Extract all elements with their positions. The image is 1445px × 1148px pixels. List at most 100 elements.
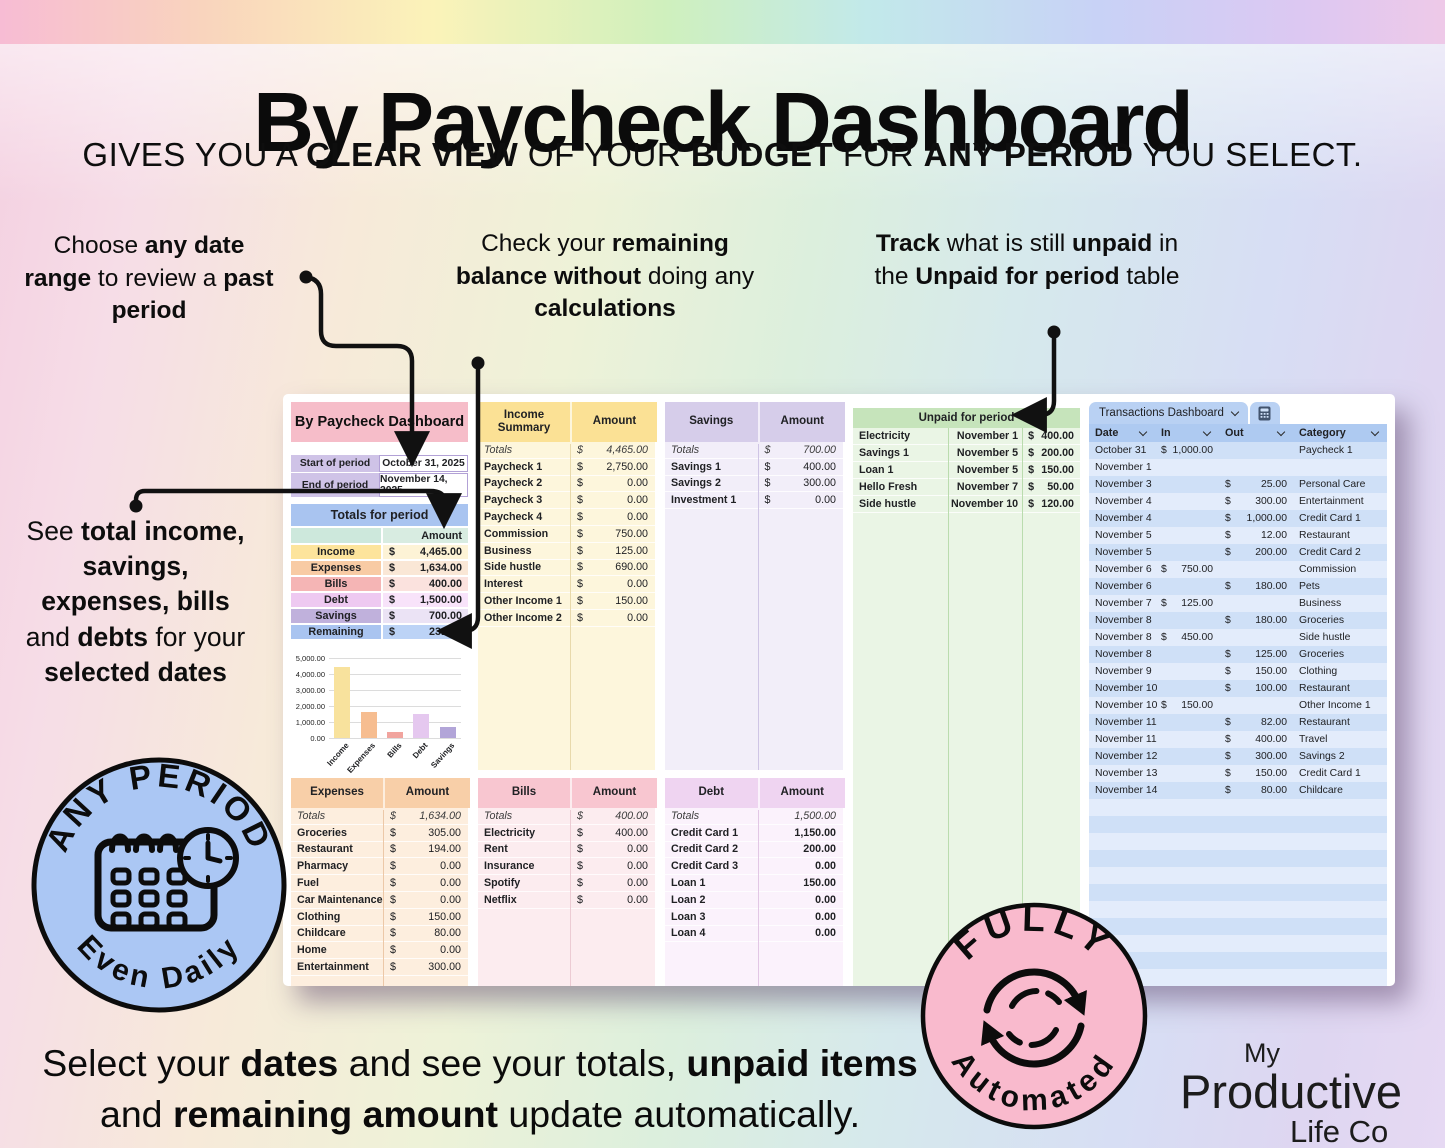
amount-cell: $300.00 <box>758 477 843 489</box>
amount-cell: $50.00 <box>1022 481 1080 493</box>
dollar-sign: $ <box>1161 632 1167 643</box>
table-row: Totals 1,500.00 <box>665 808 843 825</box>
dollar-sign: $ <box>1161 598 1167 609</box>
table-row: Credit Card 2 200.00 <box>665 842 843 859</box>
calendar-clock-icon <box>94 827 239 932</box>
unpaid-row: Loan 1 November 5 $150.00 <box>853 462 1080 479</box>
chevron-down-icon[interactable] <box>1370 427 1380 437</box>
transaction-date: November 14 <box>1095 785 1158 796</box>
transaction-row: November 14 $80.00 Childcare <box>1089 782 1387 799</box>
dollar-sign: $ <box>390 826 396 839</box>
start-of-period-row: Start of period October 31, 2025 <box>291 455 468 472</box>
row-label: Interest <box>484 578 523 591</box>
table-row: Business $125.00 <box>478 543 655 560</box>
gridline <box>329 706 461 707</box>
unpaid-date: November 5 <box>956 464 1019 476</box>
column-header-category[interactable]: Category <box>1293 427 1387 439</box>
amount-cell: 200.00 <box>758 843 843 855</box>
amount-cell: $400.00 <box>570 827 655 839</box>
any-period-badge: ANY PERIOD Even Daily <box>31 756 287 1013</box>
amount-value: 1,634.00 <box>419 809 461 822</box>
amount-cell: $450.00 <box>1155 632 1219 643</box>
transaction-row: November 3 $25.00 Personal Care <box>1089 476 1387 493</box>
row-label: Loan 1 <box>671 877 706 890</box>
amount-value: 0.00 <box>815 927 836 940</box>
chevron-down-icon[interactable] <box>1230 407 1240 417</box>
amount-cell: $1,634.00 <box>383 810 468 822</box>
amount-cell: $300.00 <box>383 961 468 973</box>
amount-cell: $1,000.00 <box>1155 445 1219 456</box>
transaction-date: November 7 <box>1095 598 1152 609</box>
table-row: Loan 4 0.00 <box>665 926 843 943</box>
chevron-down-icon[interactable] <box>1202 427 1212 437</box>
table-row: Insurance $0.00 <box>478 858 655 876</box>
amount-value: 0.00 <box>627 877 648 890</box>
amount-cell: $0.00 <box>383 894 468 906</box>
page-title: By Paycheck Dashboard <box>253 75 1193 170</box>
column-header-in[interactable]: In <box>1155 427 1219 439</box>
chevron-down-icon[interactable] <box>1138 427 1148 437</box>
amount-cell: $400.00 <box>570 810 655 822</box>
empty-transaction-row <box>1089 952 1387 969</box>
expenses-amount-header: Amount <box>385 778 470 808</box>
dollar-sign: $ <box>389 578 396 590</box>
amount-value: 231.00 <box>428 626 462 638</box>
amount-value: 1,500.00 <box>419 594 462 606</box>
amount-value: 1,150.00 <box>794 826 836 839</box>
transaction-category: Childcare <box>1299 785 1343 796</box>
totals-label: Bills <box>291 577 381 591</box>
bar-expenses <box>360 711 377 738</box>
dollar-sign: $ <box>390 961 396 974</box>
dollar-sign: $ <box>389 546 396 558</box>
start-of-period-field[interactable]: October 31, 2025 <box>379 455 468 472</box>
totals-row: Debt $1,500.00 <box>291 593 468 607</box>
amount-cell: $150.00 <box>570 595 655 607</box>
totals-row: Income $4,465.00 <box>291 545 468 559</box>
amount-cell: $400.00 <box>1219 734 1293 745</box>
transaction-row: October 31 $1,000.00 Paycheck 1 <box>1089 442 1387 459</box>
dollar-sign: $ <box>577 860 583 873</box>
dollar-sign: $ <box>577 611 583 624</box>
transaction-row: November 9 $150.00 Clothing <box>1089 663 1387 680</box>
transaction-row: November 10 $150.00 Other Income 1 <box>1089 697 1387 714</box>
dollar-sign: $ <box>1225 717 1231 728</box>
dollar-sign: $ <box>1225 513 1231 524</box>
table-row: Investment 1 $0.00 <box>665 492 843 510</box>
totals-row: Remaining $231.00 <box>291 625 468 639</box>
dollar-sign: $ <box>1225 581 1231 592</box>
end-of-period-field[interactable]: November 14, 2025 <box>379 473 468 497</box>
dollar-sign: $ <box>1225 683 1231 694</box>
chart-plot-area: Income Expenses Bills Debt Savings <box>325 658 461 775</box>
transaction-row: November 8 $450.00 Side hustle <box>1089 629 1387 646</box>
tab-calculator[interactable] <box>1249 402 1280 424</box>
column-header-out[interactable]: Out <box>1219 427 1293 439</box>
rainbow-band <box>0 0 1445 44</box>
totals-row: Savings $700.00 <box>291 609 468 623</box>
amount-cell: $0.00 <box>383 944 468 956</box>
amount-value: 150.00 <box>1181 700 1213 711</box>
amount-value: 300.00 <box>803 477 836 490</box>
row-label: Totals <box>297 809 326 822</box>
transaction-date: November 10 <box>1095 700 1158 711</box>
bar-income <box>334 666 351 738</box>
dollar-sign: $ <box>1028 481 1035 493</box>
row-label: Credit Card 1 <box>671 826 739 839</box>
amount-value: 750.00 <box>615 527 648 540</box>
table-row: Netflix $0.00 <box>478 892 655 909</box>
row-label: Savings 1 <box>671 460 721 473</box>
amount-value: 0.00 <box>627 477 648 490</box>
column-divider <box>570 810 572 986</box>
column-header-date[interactable]: Date <box>1089 427 1155 439</box>
amount-cell: $0.00 <box>570 494 655 506</box>
unpaid-label: Hello Fresh <box>859 481 918 493</box>
amount-value: 1,634.00 <box>419 562 462 574</box>
amount-cell: $82.00 <box>1219 717 1293 728</box>
totals-label: Income <box>291 545 381 559</box>
tab-transactions-dashboard[interactable]: Transactions Dashboard <box>1089 402 1248 424</box>
amount-value: 180.00 <box>1255 615 1287 626</box>
amount-value: 120.00 <box>1041 498 1074 510</box>
transaction-date: November 5 <box>1095 530 1152 541</box>
dollar-sign: $ <box>1028 464 1035 476</box>
chevron-down-icon[interactable] <box>1276 427 1286 437</box>
dollar-sign: $ <box>390 927 396 940</box>
